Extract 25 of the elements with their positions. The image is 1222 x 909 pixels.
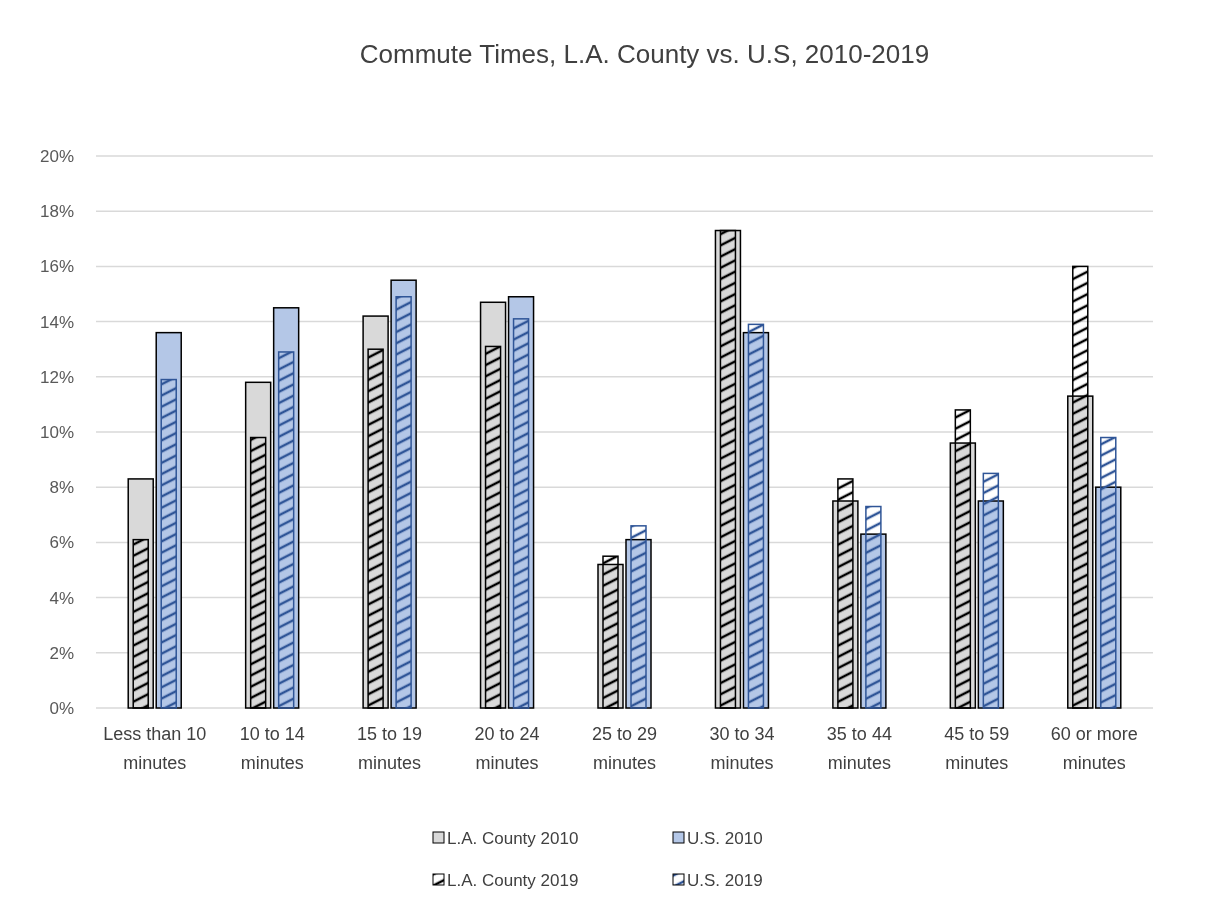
chart-title: Commute Times, L.A. County vs. U.S, 2010-2019 [359,39,930,69]
legend-label: L.A. County 2019 [447,870,579,890]
x-tick-label: 20 to 24 minutes [474,724,540,773]
x-tick-label: 10 to 14 minutes [239,724,305,773]
legend-label: L.A. County 2010 [447,828,579,848]
y-tick-label: 6% [49,533,74,553]
x-tick-label: Less than 10 minutes [103,724,207,773]
legend-label: U.S. 2019 [687,870,763,890]
x-tick-label: 45 to 59 minutes [944,724,1010,773]
y-tick-label: 0% [49,698,74,718]
y-tick-label: 12% [39,367,74,387]
x-tick-label: 30 to 34 minutes [709,724,775,773]
x-tick-label: 35 to 44 minutes [826,724,892,773]
x-tick-label: 25 to 29 minutes [591,724,658,773]
y-tick-label: 14% [39,312,74,332]
legend-label: U.S. 2010 [687,828,763,848]
y-tick-label: 16% [39,257,74,277]
y-tick-label: 18% [39,202,74,222]
y-tick-label: 4% [49,588,74,608]
y-tick-label: 10% [39,422,74,442]
y-tick-label: 20% [39,146,74,166]
x-tick-label: 15 to 19 minutes [357,724,423,773]
x-tick-label: 60 or more minutes [1050,724,1138,773]
y-tick-label: 8% [49,478,74,498]
y-tick-label: 2% [49,643,74,663]
